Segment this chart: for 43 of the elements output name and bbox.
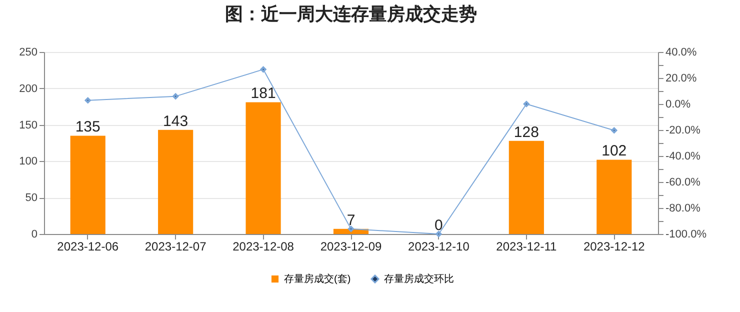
bar [596, 160, 632, 234]
data-label: 128 [514, 124, 539, 141]
y-tick-label: 0 [31, 228, 38, 240]
x-tick-label: 2023-12-10 [408, 240, 470, 254]
x-tick-label: 2023-12-12 [583, 240, 646, 254]
point [172, 93, 179, 100]
y2-tick-label: -40.0% [666, 150, 701, 162]
x-tick-label: 2023-12-09 [320, 240, 382, 254]
y2-tick-label: -80.0% [666, 202, 701, 214]
legend-label: 存量房成交(套) [284, 273, 351, 285]
point [84, 97, 91, 104]
y2-tick-label: -20.0% [666, 124, 701, 136]
x-tick-label: 2023-12-11 [496, 240, 557, 254]
chart-title: 图：近一周大连存量房成交走势 [225, 4, 477, 24]
data-label: 102 [602, 142, 627, 160]
y2-tick-label: -100.0% [666, 228, 707, 240]
bar [70, 136, 106, 234]
y2-tick-label: 40.0% [666, 46, 697, 58]
x-tick-label: 2023-12-07 [144, 240, 207, 254]
point [436, 231, 442, 237]
data-label: 7 [346, 212, 356, 229]
point [348, 226, 354, 232]
point [611, 127, 618, 134]
y-tick-label: 200 [19, 82, 38, 95]
y2-tick-label: -60.0% [666, 176, 701, 188]
y-tick-label: 50 [25, 192, 38, 204]
y2-tick-label: 0.0% [666, 98, 691, 110]
y2-tick-label: 20.0% [666, 72, 697, 84]
bar [246, 102, 281, 234]
bar [508, 140, 544, 234]
x-tick-label: 2023-12-08 [232, 240, 294, 254]
legend-label: 存量房成交环比 [384, 273, 454, 285]
x-tick-label: 2023-12-06 [57, 240, 119, 254]
data-label: 135 [75, 118, 100, 136]
data-label: 0 [434, 217, 443, 234]
data-label: 181 [250, 85, 276, 102]
point [260, 66, 266, 72]
data-label: 143 [163, 112, 188, 130]
bar [158, 130, 194, 234]
y-tick-label: 100 [19, 156, 38, 168]
y-tick-label: 150 [19, 119, 38, 132]
y-tick-label: 250 [19, 46, 38, 58]
point [523, 101, 530, 107]
